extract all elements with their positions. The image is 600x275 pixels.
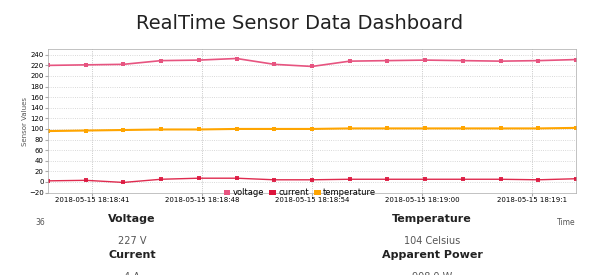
Text: 908.0 W: 908.0 W [412,272,452,275]
Text: Voltage: Voltage [108,214,156,224]
Text: Time: Time [557,218,576,227]
Text: 4 A: 4 A [124,272,140,275]
Text: Apparent Power: Apparent Power [382,250,482,260]
Text: 104 Celsius: 104 Celsius [404,236,460,246]
Text: 36: 36 [35,218,46,227]
Text: 227 V: 227 V [118,236,146,246]
Text: Temperature: Temperature [392,214,472,224]
Text: Current: Current [108,250,156,260]
Text: RealTime Sensor Data Dashboard: RealTime Sensor Data Dashboard [136,14,464,33]
Legend: voltage, current, temperature: voltage, current, temperature [220,185,380,201]
Y-axis label: Sensor Values: Sensor Values [22,97,28,145]
